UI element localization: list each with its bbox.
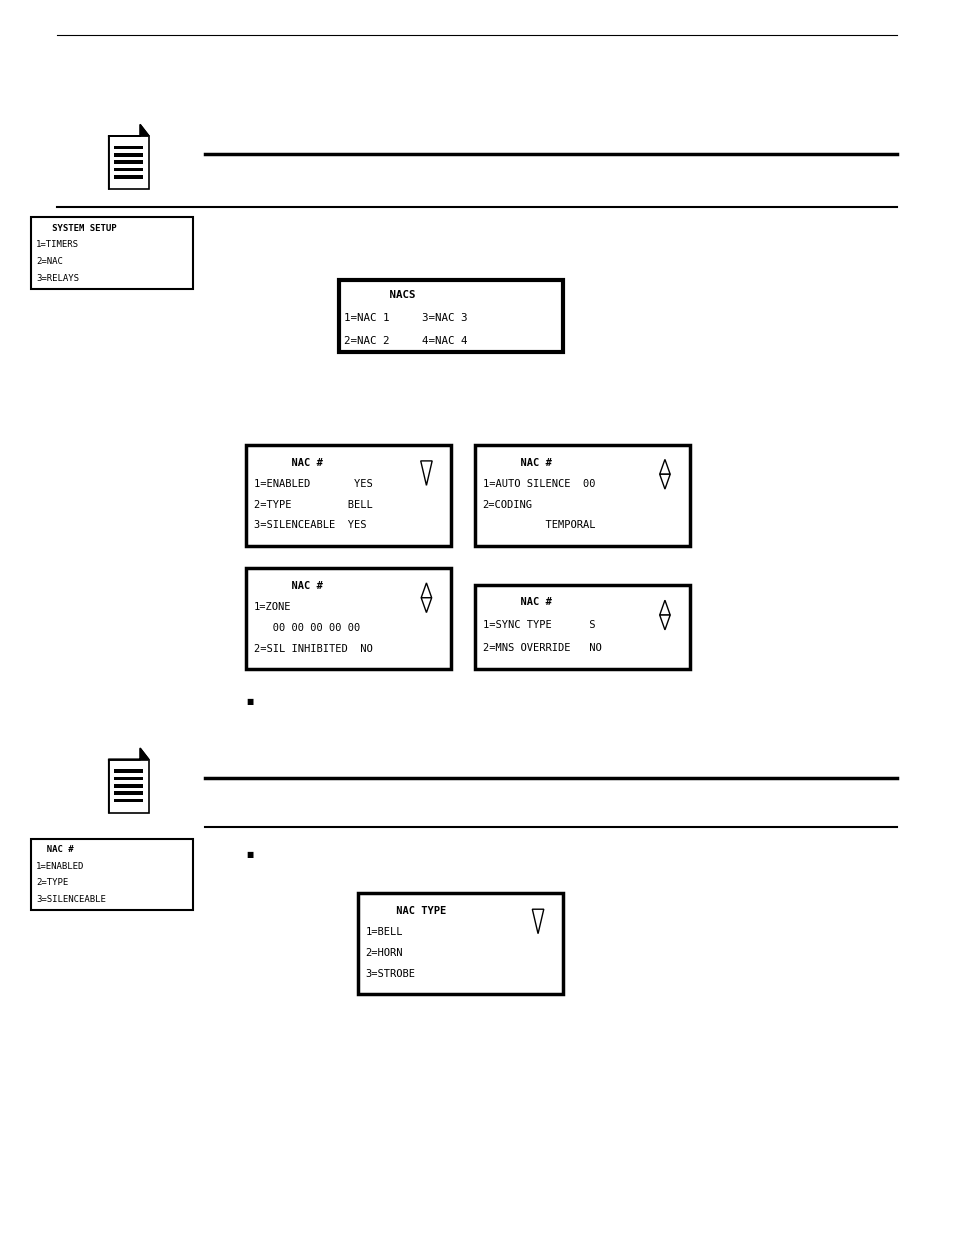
Text: 3=RELAYS: 3=RELAYS [36,274,79,283]
Text: 2=HORN: 2=HORN [365,947,402,958]
Polygon shape [140,748,149,760]
Text: 1=AUTO SILENCE  00: 1=AUTO SILENCE 00 [482,479,595,489]
Polygon shape [420,461,432,485]
Text: ■: ■ [246,850,253,860]
FancyBboxPatch shape [114,168,143,172]
Text: NAC #: NAC # [482,598,551,608]
Polygon shape [532,909,543,934]
FancyBboxPatch shape [357,893,562,994]
Text: NAC #: NAC # [36,845,73,853]
Text: 1=SYNC TYPE      S: 1=SYNC TYPE S [482,620,595,630]
FancyBboxPatch shape [30,839,193,910]
Text: 1=ZONE: 1=ZONE [253,603,291,613]
FancyBboxPatch shape [246,568,451,669]
Polygon shape [659,474,669,489]
Text: NAC #: NAC # [253,582,322,592]
Text: 3=SILENCEABLE: 3=SILENCEABLE [36,895,106,904]
FancyBboxPatch shape [114,175,143,179]
Polygon shape [420,583,431,598]
Text: NACS: NACS [344,290,416,300]
Text: TEMPORAL: TEMPORAL [482,520,595,530]
Text: 1=BELL: 1=BELL [365,927,402,937]
Text: 3=SILENCEABLE  YES: 3=SILENCEABLE YES [253,520,366,530]
Text: 00 00 00 00 00: 00 00 00 00 00 [253,622,359,634]
FancyBboxPatch shape [114,146,143,149]
Text: SYSTEM SETUP: SYSTEM SETUP [36,224,117,232]
Polygon shape [659,615,669,630]
FancyBboxPatch shape [338,280,562,352]
Text: NAC TYPE: NAC TYPE [365,906,446,916]
Text: 2=TYPE         BELL: 2=TYPE BELL [253,499,372,510]
Polygon shape [659,459,669,474]
Text: 2=SIL INHIBITED  NO: 2=SIL INHIBITED NO [253,643,372,653]
Text: 2=NAC: 2=NAC [36,257,63,266]
FancyBboxPatch shape [114,792,143,795]
Polygon shape [140,125,149,136]
Text: 2=TYPE: 2=TYPE [36,878,69,887]
Text: 1=NAC 1     3=NAC 3: 1=NAC 1 3=NAC 3 [344,312,467,322]
Text: NAC #: NAC # [482,458,551,468]
FancyBboxPatch shape [475,445,689,546]
FancyBboxPatch shape [114,161,143,164]
FancyBboxPatch shape [114,153,143,157]
Text: NAC #: NAC # [253,458,322,468]
Text: 1=TIMERS: 1=TIMERS [36,241,79,249]
Text: 2=NAC 2     4=NAC 4: 2=NAC 2 4=NAC 4 [344,336,467,346]
FancyBboxPatch shape [114,799,143,803]
Text: 2=CODING: 2=CODING [482,499,532,510]
Polygon shape [659,600,669,615]
FancyBboxPatch shape [109,136,149,189]
FancyBboxPatch shape [114,784,143,788]
FancyBboxPatch shape [114,769,143,773]
Polygon shape [140,125,149,136]
Text: 1=ENABLED: 1=ENABLED [36,862,85,871]
Text: 1=ENABLED       YES: 1=ENABLED YES [253,479,372,489]
FancyBboxPatch shape [30,217,193,289]
Polygon shape [140,748,149,760]
Text: 2=MNS OVERRIDE   NO: 2=MNS OVERRIDE NO [482,643,600,653]
FancyBboxPatch shape [114,777,143,781]
FancyBboxPatch shape [246,445,451,546]
FancyBboxPatch shape [475,585,689,669]
Text: ■: ■ [246,697,253,706]
Polygon shape [420,598,431,613]
Text: 3=STROBE: 3=STROBE [365,968,415,978]
FancyBboxPatch shape [109,760,149,813]
